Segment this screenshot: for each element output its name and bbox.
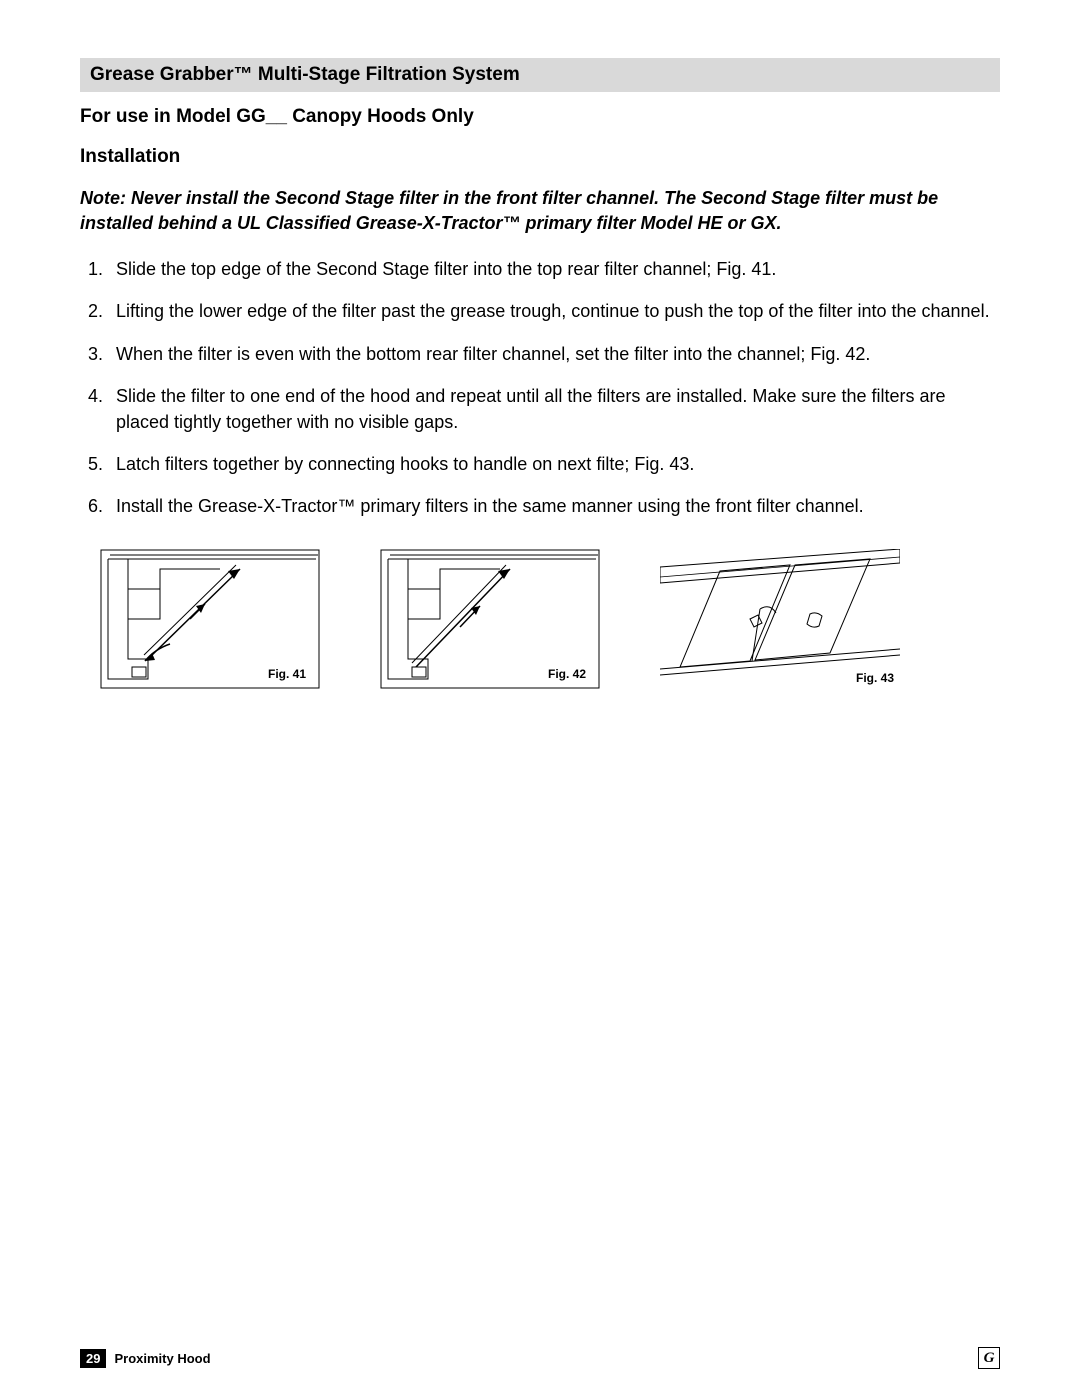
step-item: Slide the top edge of the Second Stage f… (80, 256, 1000, 282)
figure-43: Fig. 43 (660, 549, 900, 689)
figures-row: Fig. 41 Fig. 42 (80, 549, 1000, 689)
step-item: When the filter is even with the bottom … (80, 341, 1000, 367)
figure-41: Fig. 41 (100, 549, 320, 689)
page-footer: 29 Proximity Hood G (80, 1347, 1000, 1369)
section-heading: Installation (80, 146, 1000, 168)
figure-43-svg (660, 549, 900, 679)
step-item: Lifting the lower edge of the filter pas… (80, 298, 1000, 324)
step-item: Latch filters together by connecting hoo… (80, 451, 1000, 477)
brand-logo-icon: G (978, 1347, 1000, 1369)
footer-doc-title: Proximity Hood (114, 1351, 210, 1366)
subtitle: For use in Model GG__ Canopy Hoods Only (80, 106, 1000, 128)
step-item: Install the Grease-X-Tractor™ primary fi… (80, 493, 1000, 519)
page-number: 29 (80, 1349, 106, 1368)
installation-steps: Slide the top edge of the Second Stage f… (80, 256, 1000, 519)
footer-left: 29 Proximity Hood (80, 1349, 211, 1368)
installation-note: Note: Never install the Second Stage fil… (80, 186, 1000, 236)
figure-43-label: Fig. 43 (856, 671, 894, 685)
figure-42-label: Fig. 42 (548, 667, 586, 681)
title-bar: Grease Grabber™ Multi-Stage Filtration S… (80, 58, 1000, 92)
figure-41-label: Fig. 41 (268, 667, 306, 681)
figure-42: Fig. 42 (380, 549, 600, 689)
step-item: Slide the filter to one end of the hood … (80, 383, 1000, 435)
